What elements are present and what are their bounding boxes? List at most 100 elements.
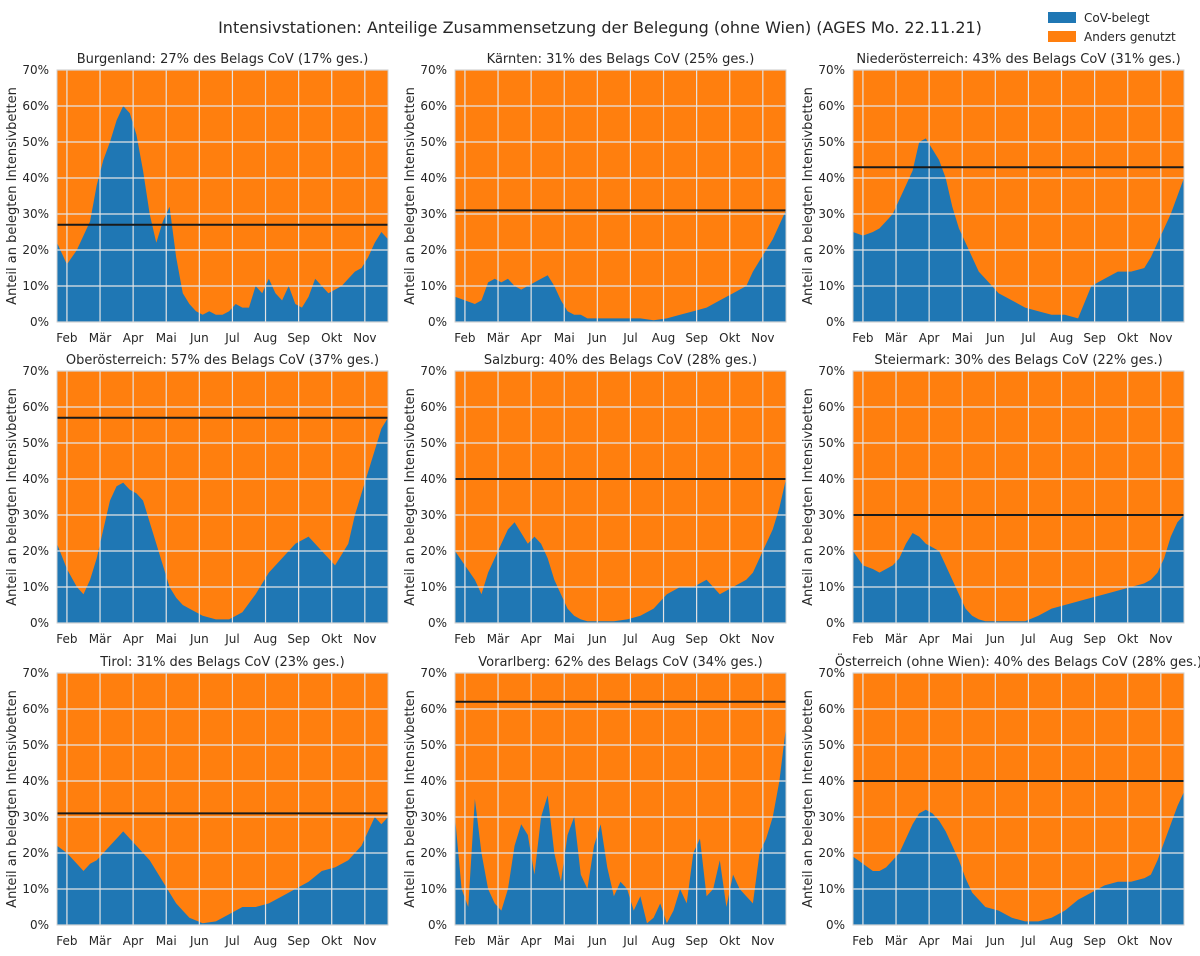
x-tick-label: Aug: [1050, 934, 1073, 948]
y-tick-label: 40%: [420, 171, 447, 185]
x-tick-label: Nov: [1149, 331, 1172, 345]
y-tick-label: 30%: [420, 810, 447, 824]
y-tick-label: 50%: [420, 738, 447, 752]
other-area: [455, 70, 786, 322]
panel-title: Kärnten: 31% des Belags CoV (25% ges.): [487, 52, 755, 67]
x-tick-label: Okt: [1117, 331, 1138, 345]
y-tick-label: 70%: [818, 666, 845, 680]
y-tick-label: 20%: [818, 544, 845, 558]
y-tick-label: 50%: [420, 436, 447, 450]
y-tick-label: 40%: [818, 774, 845, 788]
y-tick-label: 60%: [22, 99, 49, 113]
x-tick-label: Jun: [587, 331, 607, 345]
plot-frame: [852, 370, 1185, 624]
y-tick-label: 60%: [818, 400, 845, 414]
x-tick-label: Nov: [751, 331, 774, 345]
x-tick-label: Mai: [554, 632, 575, 646]
cov-area: [853, 515, 1184, 623]
y-axis-label: Anteil an belegten Intensivbetten: [403, 388, 418, 606]
x-tick-label: Mär: [89, 331, 112, 345]
x-tick-label: Okt: [719, 934, 740, 948]
cov-area: [853, 138, 1184, 322]
plot-frame: [454, 672, 787, 926]
x-tick-label: Jul: [622, 331, 637, 345]
y-tick-label: 60%: [22, 702, 49, 716]
y-tick-label: 30%: [420, 508, 447, 522]
panel-title: Salzburg: 40% des Belags CoV (28% ges.): [484, 353, 757, 368]
x-tick-label: Jun: [587, 632, 607, 646]
x-tick-label: Mai: [952, 331, 973, 345]
legend-label-other: Anders genutzt: [1084, 29, 1176, 44]
y-tick-label: 30%: [22, 207, 49, 221]
x-tick-label: Sep: [287, 934, 310, 948]
x-tick-label: Mai: [554, 331, 575, 345]
x-tick-label: Apr: [521, 632, 542, 646]
y-axis-label: Anteil an belegten Intensivbetten: [801, 87, 816, 305]
x-tick-label: Mai: [554, 934, 575, 948]
x-tick-label: Jun: [189, 331, 209, 345]
x-tick-label: Sep: [1083, 331, 1106, 345]
x-tick-label: Jun: [587, 934, 607, 948]
legend-swatch-cov: [1048, 12, 1076, 23]
x-tick-label: Mai: [156, 934, 177, 948]
x-tick-label: Jul: [224, 632, 239, 646]
y-tick-label: 70%: [22, 63, 49, 77]
legend-item-cov: CoV-belegt: [1048, 8, 1176, 27]
y-tick-label: 60%: [420, 400, 447, 414]
x-tick-label: Nov: [751, 934, 774, 948]
plot-frame: [852, 672, 1185, 926]
x-tick-label: Feb: [454, 331, 475, 345]
y-tick-label: 50%: [22, 738, 49, 752]
panel-title: Niederösterreich: 43% des Belags CoV (31…: [856, 52, 1180, 67]
y-tick-label: 50%: [818, 436, 845, 450]
x-tick-label: Nov: [1149, 934, 1172, 948]
y-tick-label: 10%: [818, 580, 845, 594]
panel-title: Tirol: 31% des Belags CoV (23% ges.): [99, 655, 345, 670]
y-tick-label: 0%: [826, 918, 845, 932]
y-tick-label: 60%: [420, 99, 447, 113]
cov-area: [57, 106, 388, 322]
x-tick-label: Nov: [353, 331, 376, 345]
plot-frame: [56, 672, 389, 926]
y-tick-label: 10%: [420, 882, 447, 896]
y-tick-label: 60%: [818, 702, 845, 716]
panel-title: Burgenland: 27% des Belags CoV (17% ges.…: [77, 52, 369, 67]
y-tick-label: 60%: [420, 702, 447, 716]
x-tick-label: Apr: [123, 934, 144, 948]
chart-panel: Tirol: 31% des Belags CoV (23% ges.) 0% 10…: [5, 655, 389, 948]
y-tick-label: 20%: [818, 846, 845, 860]
y-tick-label: 0%: [826, 315, 845, 329]
y-tick-label: 40%: [22, 171, 49, 185]
x-tick-label: Feb: [852, 934, 873, 948]
chart-panel: Niederösterreich: 43% des Belags CoV (31…: [801, 52, 1185, 345]
y-tick-label: 70%: [818, 63, 845, 77]
y-tick-label: 60%: [22, 400, 49, 414]
y-tick-label: 70%: [420, 364, 447, 378]
chart-panel: Kärnten: 31% des Belags CoV (25% ges.) 0%…: [403, 52, 787, 345]
y-tick-label: 0%: [428, 315, 447, 329]
x-tick-label: Sep: [685, 934, 708, 948]
x-tick-label: Mär: [89, 934, 112, 948]
y-tick-label: 20%: [818, 243, 845, 257]
y-tick-label: 70%: [22, 364, 49, 378]
y-tick-label: 30%: [420, 207, 447, 221]
x-tick-label: Mai: [156, 632, 177, 646]
x-tick-label: Okt: [719, 331, 740, 345]
chart-panel: Vorarlberg: 62% des Belags CoV (34% ges.…: [403, 655, 787, 948]
x-tick-label: Jun: [985, 632, 1005, 646]
x-tick-label: Feb: [56, 331, 77, 345]
y-tick-label: 30%: [22, 508, 49, 522]
panel-title: Vorarlberg: 62% des Belags CoV (34% ges.…: [478, 655, 762, 670]
y-axis-label: Anteil an belegten Intensivbetten: [801, 388, 816, 606]
y-tick-label: 40%: [818, 171, 845, 185]
y-tick-label: 70%: [420, 63, 447, 77]
x-tick-label: Okt: [321, 632, 342, 646]
x-tick-label: Okt: [1117, 934, 1138, 948]
y-axis-label: Anteil an belegten Intensivbetten: [5, 87, 20, 305]
y-tick-label: 50%: [818, 738, 845, 752]
y-tick-label: 10%: [22, 882, 49, 896]
x-tick-label: Jul: [622, 632, 637, 646]
x-tick-label: Jul: [1020, 331, 1035, 345]
y-tick-label: 20%: [22, 544, 49, 558]
